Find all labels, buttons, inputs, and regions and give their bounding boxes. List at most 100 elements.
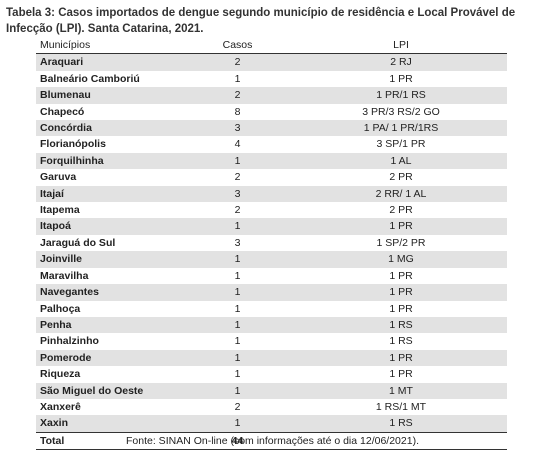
table-row: Itapema 2 2 PR: [36, 202, 507, 218]
header-municipios: Municípios: [36, 37, 180, 55]
cell-lpi: 1 MG: [295, 251, 507, 268]
cell-lpi: 1 PR/1 RS: [295, 87, 507, 104]
table-row: Xanxerê 2 1 RS/1 MT: [36, 399, 507, 415]
cell-lpi: 1 PR: [295, 218, 507, 235]
cell-lpi: 1 RS: [295, 415, 507, 433]
cell-lpi: 1 RS/1 MT: [375, 400, 427, 413]
cell-casos: 1: [180, 152, 295, 170]
table-row: Pinhalzinho 1 1 RS: [36, 333, 507, 349]
cell-casos: 1: [234, 335, 241, 348]
cell-municipio: Navegantes: [36, 284, 180, 301]
cell-casos: 1: [180, 382, 295, 399]
cell-municipio: Blumenau: [36, 87, 180, 104]
table-row: Itapoá 1 1 PR: [36, 218, 507, 235]
table-row: Forquilhinha 1 1 AL: [36, 152, 507, 170]
cell-lpi: 1 PR: [389, 72, 413, 85]
cell-municipio: Chapecó: [40, 105, 85, 118]
table-row: São Miguel do Oeste 1 1 MT: [36, 382, 507, 399]
table-row: Itajaí 3 2 RR/ 1 AL: [36, 185, 507, 203]
cell-casos: 1: [180, 284, 295, 301]
cell-municipio: Pinhalzinho: [40, 335, 99, 348]
cell-municipio: Itapoá: [36, 218, 180, 235]
table-row: Maravilha 1 1 PR: [36, 268, 507, 284]
table-row: Florianópolis 4 3 SP/1 PR: [36, 136, 507, 152]
table-row: Blumenau 2 1 PR/1 RS: [36, 87, 507, 104]
cell-municipio: Maravilha: [40, 269, 89, 282]
table-row: Concórdia 3 1 PA/ 1 PR/1RS: [36, 120, 507, 137]
cell-casos: 1: [180, 218, 295, 235]
table-row: Navegantes 1 1 PR: [36, 284, 507, 301]
table-row: Joinville 1 1 MG: [36, 251, 507, 268]
table-row: Chapecó 8 3 PR/3 RS/2 GO: [36, 104, 507, 120]
cell-municipio: Jaraguá do Sul: [40, 236, 116, 249]
cell-casos: 1: [180, 316, 295, 334]
table-row: Garuva 2 2 PR: [36, 169, 507, 185]
cell-municipio: Florianópolis: [40, 138, 106, 151]
total-lpi: [295, 431, 507, 451]
cell-municipio: Joinville: [36, 251, 180, 268]
total-value: 44: [180, 431, 295, 451]
cell-casos: 3: [180, 120, 295, 137]
cases-table: Municípios Casos LPI Araquari 2 2 RJ Balneá…: [36, 37, 507, 451]
table-row: Jaraguá do Sul 3 1 SP/2 PR: [36, 235, 507, 251]
cell-casos: 1: [234, 368, 241, 381]
cell-lpi: 1 PA/ 1 PR/1RS: [295, 120, 507, 137]
cell-casos: 1: [234, 72, 241, 85]
cell-casos: 1: [180, 349, 295, 367]
cell-municipio: São Miguel do Oeste: [36, 382, 180, 399]
cell-municipio: Forquilhinha: [36, 152, 180, 170]
cell-lpi: 1 PR: [389, 302, 413, 315]
cell-lpi: 3 PR/3 RS/2 GO: [362, 105, 440, 118]
cell-municipio: Itapema: [40, 204, 80, 217]
table-row: Riqueza 1 1 PR: [36, 366, 507, 382]
cell-municipio: Xanxerê: [40, 400, 81, 413]
table-row: Xaxin 1 1 RS: [36, 415, 507, 433]
cell-lpi: 1 SP/2 PR: [376, 236, 426, 249]
table-caption: Tabela 3: Casos importados de dengue seg…: [6, 7, 516, 35]
cell-casos: 3: [180, 185, 295, 203]
cell-lpi: 2 PR: [389, 204, 413, 217]
cell-lpi: 1 PR: [295, 349, 507, 367]
cell-municipio: Garuva: [40, 171, 77, 184]
cell-municipio: Araquari: [36, 53, 180, 71]
cell-casos: 2: [180, 87, 295, 104]
source-note: Fonte: SINAN On-line (com informações at…: [126, 435, 419, 447]
table-row: Palhoça 1 1 PR: [36, 301, 507, 317]
cell-casos: 1: [180, 251, 295, 268]
cell-lpi: 1 MT: [295, 382, 507, 399]
cell-municipio: Palhoça: [40, 302, 81, 315]
cell-lpi: 1 PR: [389, 269, 413, 282]
cell-municipio: Penha: [36, 316, 180, 334]
table-row: Balneário Camboriú 1 1 PR: [36, 71, 507, 87]
total-row: Total 44: [36, 431, 507, 451]
table-row: Pomerode 1 1 PR: [36, 349, 507, 367]
cell-municipio: Balneário Camboriú: [40, 72, 140, 85]
table-row: Penha 1 1 RS: [36, 316, 507, 334]
header-casos: Casos: [180, 37, 295, 55]
header-row: Municípios Casos LPI: [36, 37, 507, 55]
cell-municipio: Riqueza: [40, 368, 81, 381]
cell-casos: 2: [234, 204, 241, 217]
cell-municipio: Concórdia: [36, 120, 180, 137]
cell-lpi: 2 RJ: [295, 53, 507, 71]
cell-lpi: 1 RS: [389, 335, 413, 348]
total-label: Total: [36, 431, 180, 451]
cell-casos: 1: [234, 302, 241, 315]
cell-casos: 8: [234, 105, 241, 118]
cell-lpi: 1 PR: [295, 284, 507, 301]
cell-casos: 2: [234, 171, 241, 184]
cell-casos: 2: [234, 400, 241, 413]
cell-lpi: 3 SP/1 PR: [376, 138, 426, 151]
cell-casos: 4: [234, 138, 241, 151]
cell-lpi: 1 PR: [389, 368, 413, 381]
cell-lpi: 1 RS: [295, 316, 507, 334]
cell-casos: 1: [180, 415, 295, 433]
cell-casos: 1: [234, 269, 241, 282]
table-body: Araquari 2 2 RJ Balneário Camboriú 1 1 PR Blum…: [36, 53, 507, 451]
cell-municipio: Itajaí: [36, 185, 180, 203]
table-row: Araquari 2 2 RJ: [36, 53, 507, 71]
cell-municipio: Xaxin: [36, 415, 180, 433]
cell-lpi: 1 AL: [295, 152, 507, 170]
header-lpi: LPI: [295, 37, 507, 55]
